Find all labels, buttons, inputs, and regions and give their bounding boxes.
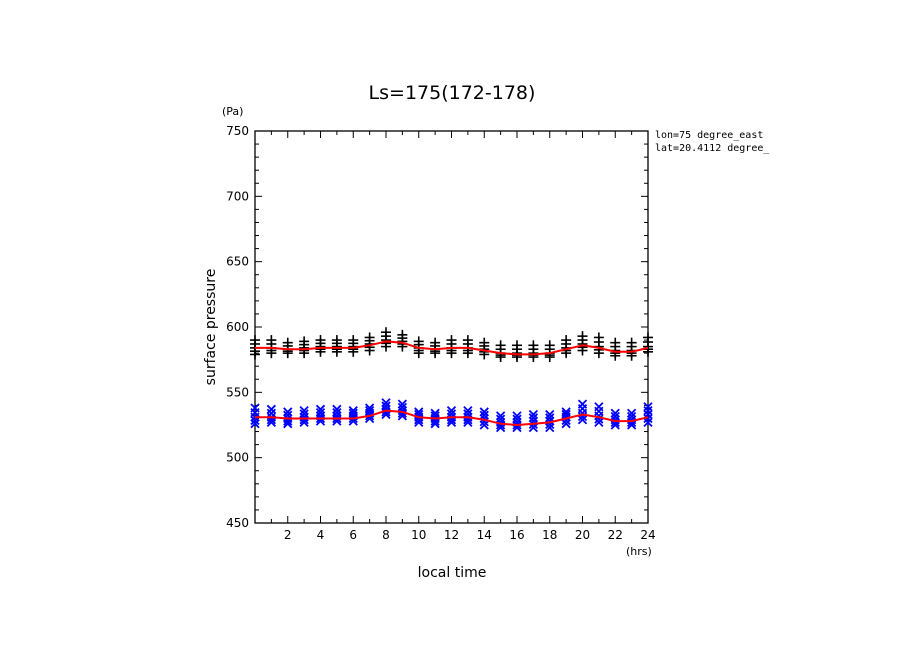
x-marker xyxy=(463,405,473,416)
x-marker xyxy=(332,404,342,414)
x-marker xyxy=(364,405,375,416)
x-marker xyxy=(430,408,440,418)
x-marker xyxy=(594,402,604,412)
x-marker xyxy=(626,408,637,418)
x-tick-label: 18 xyxy=(542,528,557,542)
plus-marker xyxy=(593,332,604,343)
x-tick-label: 22 xyxy=(608,528,623,542)
plus-marker xyxy=(479,337,490,348)
x-unit-label: (hrs) xyxy=(626,545,652,558)
x-tick-label: 16 xyxy=(509,528,524,542)
plus-marker xyxy=(643,332,653,343)
x-tick-label: 12 xyxy=(444,528,459,542)
plus-marker xyxy=(250,335,260,346)
x-marker xyxy=(545,413,555,423)
y-tick-label: 500 xyxy=(226,451,249,465)
plus-marker xyxy=(331,335,342,346)
x-tick-label: 6 xyxy=(349,528,357,542)
plus-marker xyxy=(364,332,375,343)
x-marker xyxy=(348,408,358,418)
x-marker xyxy=(364,403,375,413)
plot-frame xyxy=(254,130,649,524)
x-marker xyxy=(577,399,588,409)
plus-marker xyxy=(528,340,539,351)
x-marker xyxy=(299,409,309,419)
x-marker xyxy=(643,405,653,416)
x-marker xyxy=(643,402,653,412)
x-marker xyxy=(348,405,358,416)
x-marker xyxy=(643,417,653,428)
plus-marker xyxy=(315,335,326,346)
x-marker xyxy=(446,405,457,416)
x-tick-label: 8 xyxy=(382,528,390,542)
x-marker xyxy=(283,407,293,417)
x-marker xyxy=(643,413,653,424)
x-marker xyxy=(512,414,522,424)
plus-marker xyxy=(381,327,391,338)
x-axis-label: local time xyxy=(418,565,487,581)
plus-marker xyxy=(430,337,441,348)
plus-marker xyxy=(462,335,473,346)
x-marker xyxy=(479,407,489,417)
x-marker xyxy=(381,401,391,411)
x-tick-label: 20 xyxy=(575,528,590,542)
plus-marker xyxy=(446,335,457,346)
x-marker xyxy=(381,398,391,408)
plus-marker xyxy=(610,337,621,348)
plus-marker xyxy=(299,336,310,347)
x-marker xyxy=(610,408,620,418)
y-tick-label: 700 xyxy=(226,189,249,203)
x-marker xyxy=(512,411,522,421)
plus-marker xyxy=(577,331,588,342)
y-tick-label: 600 xyxy=(226,320,249,334)
x-marker xyxy=(495,411,506,421)
x-marker xyxy=(332,407,342,418)
y-tick-label: 550 xyxy=(226,385,249,399)
y-axis-label: surface pressure xyxy=(203,269,219,386)
plus-marker xyxy=(512,340,522,351)
y-tick-label: 750 xyxy=(226,124,249,138)
x-tick-label: 10 xyxy=(411,528,426,542)
chart-title: Ls=175(172-178) xyxy=(369,82,536,104)
annotation-lat: lat=20.4112 degree_ xyxy=(655,143,770,154)
x-marker xyxy=(266,404,277,414)
x-marker xyxy=(545,409,555,420)
x-marker xyxy=(610,411,620,422)
x-marker xyxy=(561,407,571,417)
plus-marker xyxy=(397,329,408,340)
plus-marker xyxy=(348,335,359,346)
fit-line xyxy=(255,409,649,426)
plus-marker xyxy=(495,340,506,351)
x-marker xyxy=(250,403,260,413)
x-marker xyxy=(495,414,506,424)
x-tick-label: 4 xyxy=(317,528,325,542)
plus-marker xyxy=(561,335,572,346)
x-marker xyxy=(414,407,424,417)
x-marker xyxy=(577,411,588,422)
x-tick-label: 2 xyxy=(284,528,292,542)
y-tick-label: 650 xyxy=(226,255,249,269)
x-marker xyxy=(528,409,539,420)
plus-marker xyxy=(544,340,555,351)
plus-marker xyxy=(266,335,277,346)
plus-marker xyxy=(626,337,637,348)
fit-line xyxy=(255,340,649,356)
x-marker xyxy=(315,407,326,418)
x-tick-label: 14 xyxy=(477,528,492,542)
x-marker xyxy=(299,405,309,416)
x-marker xyxy=(266,408,277,418)
x-marker xyxy=(397,402,408,412)
x-marker xyxy=(397,399,408,409)
y-unit-label: (Pa) xyxy=(222,105,243,118)
y-tick-label: 450 xyxy=(226,516,249,530)
x-marker xyxy=(626,411,637,422)
plus-marker xyxy=(282,337,293,348)
x-marker xyxy=(479,410,489,420)
plus-marker xyxy=(413,336,424,347)
x-tick-label: 24 xyxy=(640,528,655,542)
x-marker xyxy=(528,413,539,423)
annotation-lon: lon=75 degree_east xyxy=(655,130,763,141)
x-marker xyxy=(315,404,326,414)
